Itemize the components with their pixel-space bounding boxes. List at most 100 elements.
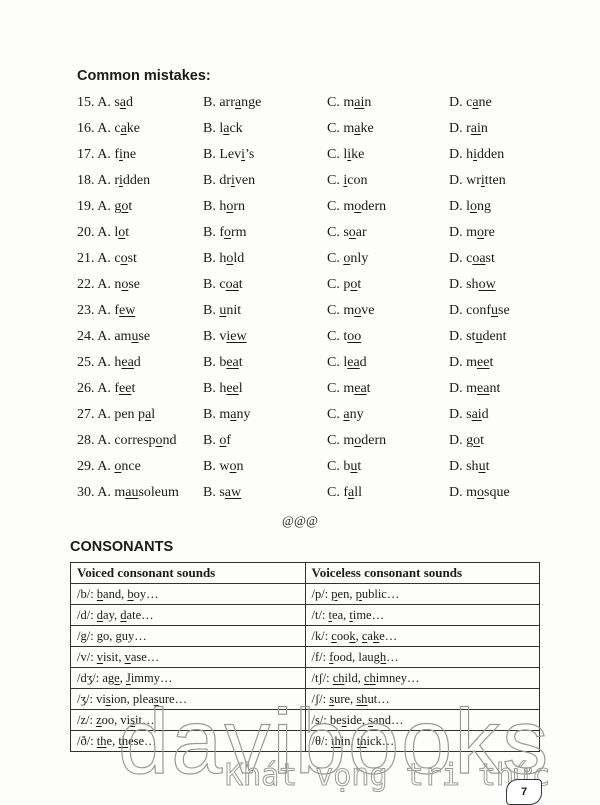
- option-d: D. mosque: [449, 485, 510, 501]
- voiced-cell: /g/: go, guy…: [70, 625, 306, 647]
- option-a: 30. A. mausoleum: [77, 485, 179, 501]
- text: D. m: [449, 355, 477, 370]
- text: /d/:: [77, 607, 97, 622]
- underlined-letters: o: [477, 225, 484, 240]
- question-number: 20.: [77, 225, 98, 240]
- underlined-letters: sh: [356, 691, 368, 706]
- underlined-letters: ge: [107, 670, 120, 685]
- underlined-letters: oo: [347, 329, 362, 344]
- text: t: [357, 277, 362, 292]
- underlined-letters: o: [224, 225, 231, 240]
- text: ure…: [158, 691, 188, 706]
- text: B. b: [203, 355, 227, 370]
- underlined-letters: i: [347, 147, 352, 162]
- underlined-letters: t: [328, 607, 333, 622]
- option-b: B. unit: [203, 303, 241, 319]
- text: st: [127, 251, 137, 266]
- voiceless-cell: /ʃ/: sure, shut…: [304, 688, 540, 710]
- underlined-letters: i: [241, 147, 245, 162]
- underlined-letters: i: [119, 173, 123, 188]
- text: imney…: [375, 670, 420, 685]
- underlined-letters: o: [477, 485, 484, 500]
- underlined-letters: i: [480, 173, 485, 188]
- voiceless-cell: /tʃ/: child, chimney…: [304, 667, 540, 689]
- underlined-letters: ai: [354, 95, 365, 110]
- text: se: [138, 329, 151, 344]
- option-c: C. too: [327, 329, 361, 345]
- text: C. l: [327, 355, 348, 370]
- table-row: /dʒ/: age, Jimmy…/tʃ/: child, chimney…: [70, 667, 540, 689]
- text: D. conf: [449, 303, 491, 318]
- underlined-letters: ow: [478, 277, 496, 292]
- text: ay,: [103, 607, 121, 622]
- text: B. dr: [203, 173, 231, 188]
- text: /ð/:: [77, 733, 97, 748]
- text: ,: [119, 670, 126, 685]
- question-number: 18.: [77, 173, 98, 188]
- question-number: 22.: [77, 277, 98, 292]
- text: C.: [327, 407, 344, 422]
- text: oo: [336, 628, 350, 643]
- text: en,: [337, 586, 356, 601]
- option-d: D. shut: [449, 459, 489, 475]
- text: A. h: [97, 355, 122, 370]
- option-c: C. fall: [327, 485, 362, 501]
- text: ng: [477, 199, 491, 214]
- question-number: 26.: [77, 381, 98, 396]
- underlined-letters: iew: [226, 329, 247, 344]
- underlined-letters: o: [473, 433, 481, 448]
- text: B. f: [203, 225, 224, 240]
- underlined-letters: a: [119, 95, 127, 110]
- underlined-letters: ee: [119, 381, 132, 396]
- option-d: D. got: [449, 433, 484, 449]
- underlined-letters: th: [118, 733, 129, 748]
- watermark-slogan: Khát vọng tri thức: [224, 758, 551, 794]
- option-b: B. saw: [203, 485, 241, 501]
- text: C. m: [327, 95, 355, 110]
- option-c: C. pot: [327, 277, 361, 293]
- text: /v/:: [77, 649, 97, 664]
- option-d: D. cane: [449, 95, 492, 111]
- text: ny: [349, 407, 364, 422]
- text: C. m: [327, 121, 355, 136]
- underlined-letters: th: [96, 733, 107, 748]
- option-d: D. more: [449, 225, 495, 241]
- text: D. s: [449, 407, 472, 422]
- question-number: 25.: [77, 355, 98, 370]
- text: ll: [354, 485, 362, 500]
- question-number: 15.: [77, 95, 98, 110]
- text: ld: [233, 251, 245, 266]
- option-d: D. long: [449, 199, 491, 215]
- option-b: B. Levi’s: [203, 147, 254, 163]
- voiced-cell: /v/: visit, vase…: [70, 646, 306, 668]
- text: d: [126, 95, 134, 110]
- text: D. wr: [449, 173, 481, 188]
- text: B. Lev: [203, 147, 242, 162]
- voiceless-cell: /s/: beside, sand…: [304, 709, 540, 731]
- text: D. st: [449, 329, 476, 344]
- text: d: [481, 407, 489, 422]
- text: dern: [361, 199, 387, 214]
- text: A. am: [97, 329, 132, 344]
- underlined-letters: i: [119, 147, 123, 162]
- text: dent: [482, 329, 507, 344]
- text: ne: [122, 147, 137, 162]
- underlined-letters: a: [120, 121, 127, 136]
- text: B. s: [203, 485, 225, 500]
- option-b: B. won: [203, 459, 243, 475]
- underlined-letters: th: [331, 733, 341, 748]
- voiced-cell: /z/: zoo, visit…: [70, 709, 306, 731]
- option-c: C. only: [327, 251, 368, 267]
- text: A. l: [97, 225, 119, 240]
- option-d: D. hidden: [449, 147, 504, 163]
- text: B. m: [203, 407, 231, 422]
- underlined-letters: o: [354, 199, 362, 214]
- text: con: [347, 173, 368, 188]
- option-d: D. confuse: [449, 303, 510, 319]
- text: t: [128, 199, 133, 214]
- text: ublic…: [361, 586, 400, 601]
- option-d: D. meet: [449, 355, 493, 371]
- text: /p/:: [311, 586, 332, 601]
- voiceless-cell: /t/: tea, time…: [304, 604, 540, 626]
- underlined-letters: o: [343, 251, 351, 266]
